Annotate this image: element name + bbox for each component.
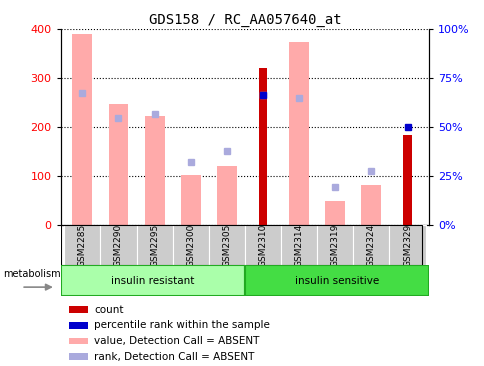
Text: GSM2319: GSM2319 xyxy=(330,224,339,267)
Bar xyxy=(325,201,345,225)
Bar xyxy=(317,225,353,265)
Text: count: count xyxy=(94,305,123,315)
Bar xyxy=(69,306,88,313)
Bar xyxy=(136,225,172,265)
Text: GSM2314: GSM2314 xyxy=(294,224,303,267)
Title: GDS158 / RC_AA057640_at: GDS158 / RC_AA057640_at xyxy=(148,13,341,27)
Text: percentile rank within the sample: percentile rank within the sample xyxy=(94,320,270,330)
Text: insulin sensitive: insulin sensitive xyxy=(294,276,378,286)
Bar xyxy=(181,175,200,225)
Bar xyxy=(208,225,244,265)
Text: GSM2285: GSM2285 xyxy=(77,224,87,267)
Bar xyxy=(69,353,88,360)
Bar xyxy=(108,104,128,225)
Bar xyxy=(64,225,100,265)
Bar xyxy=(69,322,88,329)
Text: GSM2329: GSM2329 xyxy=(402,224,411,267)
Text: GSM2305: GSM2305 xyxy=(222,224,231,267)
Bar xyxy=(244,265,428,296)
Bar xyxy=(281,225,317,265)
Text: GSM2310: GSM2310 xyxy=(258,224,267,267)
Text: GSM2290: GSM2290 xyxy=(114,224,122,267)
Bar xyxy=(288,41,308,225)
Bar xyxy=(353,225,389,265)
Text: metabolism: metabolism xyxy=(3,269,60,279)
Bar xyxy=(258,68,267,225)
Bar xyxy=(100,225,136,265)
Bar xyxy=(361,185,380,225)
Text: value, Detection Call = ABSENT: value, Detection Call = ABSENT xyxy=(94,336,259,346)
Text: insulin resistant: insulin resistant xyxy=(111,276,194,286)
Bar xyxy=(60,265,244,296)
Text: rank, Detection Call = ABSENT: rank, Detection Call = ABSENT xyxy=(94,351,254,362)
Text: GSM2295: GSM2295 xyxy=(150,224,159,267)
Bar xyxy=(216,166,236,225)
Bar xyxy=(244,225,281,265)
Bar xyxy=(172,225,208,265)
Bar xyxy=(389,225,425,265)
Bar xyxy=(144,116,164,225)
Text: GSM2324: GSM2324 xyxy=(366,224,375,267)
Bar xyxy=(402,135,411,225)
Bar xyxy=(72,34,92,225)
Text: GSM2300: GSM2300 xyxy=(186,224,195,267)
Bar xyxy=(69,337,88,344)
